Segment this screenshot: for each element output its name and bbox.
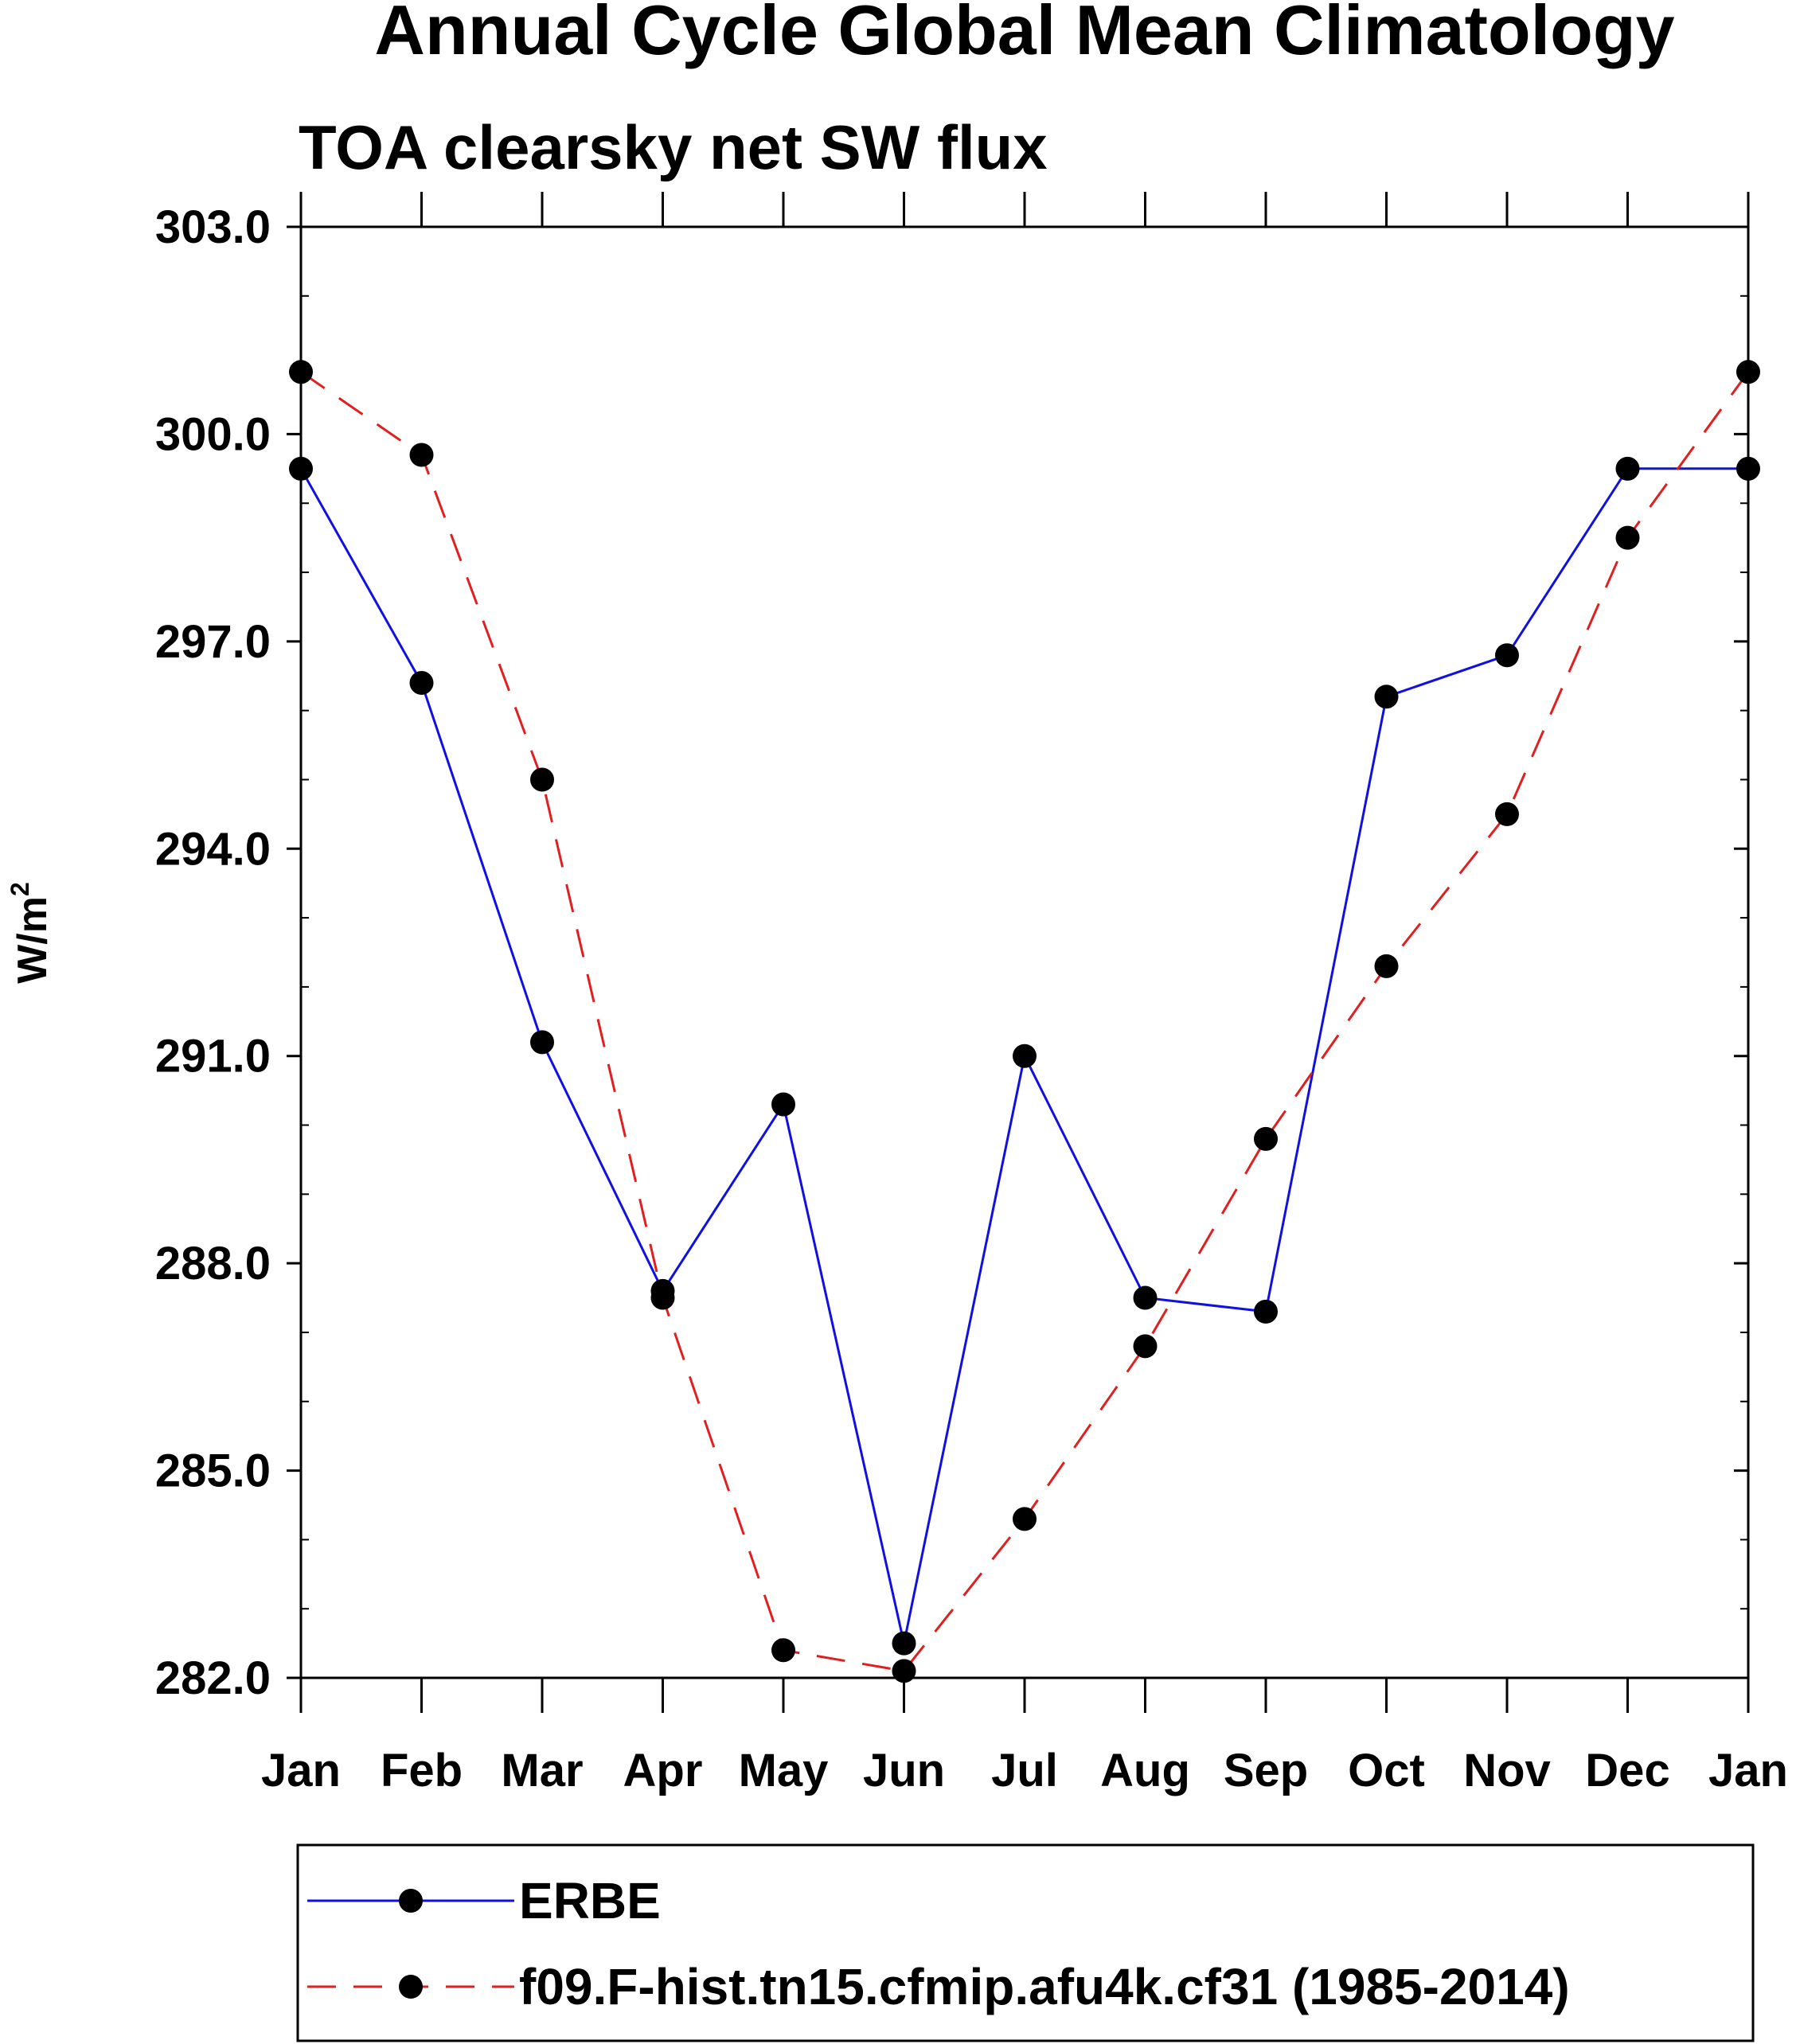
y-tick-label: 288.0 <box>155 1238 271 1289</box>
series-1-point <box>1133 1334 1158 1359</box>
series-0-point <box>289 456 313 481</box>
series-0-point <box>1495 643 1519 668</box>
series-0-point <box>1374 685 1399 709</box>
y-axis-label-superscript: 2 <box>6 882 34 896</box>
series-1-point <box>530 767 554 792</box>
series-0-point <box>1013 1043 1037 1068</box>
y-tick-label: 300.0 <box>155 408 271 460</box>
legend-marker-model <box>399 1975 423 1999</box>
y-tick-label: 291.0 <box>155 1031 271 1082</box>
x-tick-label: Feb <box>381 1745 463 1796</box>
series-1-point <box>1736 360 1760 384</box>
y-axis-label: W/m2 <box>6 882 56 984</box>
svg-text:W/m2: W/m2 <box>6 882 56 984</box>
series-1-point <box>1495 802 1519 826</box>
series-1-point <box>1254 1126 1278 1151</box>
x-tick-label: May <box>739 1745 829 1796</box>
x-tick-label: Apr <box>623 1745 703 1796</box>
y-tick-label: 303.0 <box>155 201 271 253</box>
y-tick-label: 294.0 <box>155 823 271 875</box>
series-0-point <box>771 1092 795 1117</box>
legend: ERBE f09.F-hist.tn15.cfmip.afu4k.cf31 (1… <box>296 1843 1755 2042</box>
series-line-1 <box>300 371 1750 1672</box>
series-0-point <box>1133 1285 1158 1310</box>
chart-title: Annual Cycle Global Mean Climatology <box>374 0 1674 69</box>
series-0-point <box>409 670 434 695</box>
y-tick-label: 297.0 <box>155 616 271 668</box>
series-0-point <box>892 1631 916 1656</box>
x-tick-label: Aug <box>1100 1745 1190 1796</box>
x-tick-label: Jan <box>261 1745 341 1796</box>
legend-label-model: f09.F-hist.tn15.cfmip.afu4k.cf31 (1985-2… <box>519 1958 1570 2015</box>
legend-label-erbe: ERBE <box>519 1872 661 1929</box>
series-1-point <box>1013 1507 1037 1531</box>
y-tick-label: 282.0 <box>155 1652 271 1704</box>
x-tick-label: Nov <box>1463 1745 1551 1796</box>
series-1-point <box>771 1638 795 1663</box>
series-0-point <box>1736 456 1760 481</box>
legend-box <box>296 1843 1755 2042</box>
series-1-point <box>1374 954 1399 978</box>
series-0-point <box>530 1030 554 1055</box>
y-axis-label-text: W/m <box>10 896 56 984</box>
x-tick-label: Jun <box>863 1745 945 1796</box>
x-tick-label: Jan <box>1708 1745 1788 1796</box>
series-0-point <box>1615 456 1640 481</box>
x-tick-label: Sep <box>1224 1745 1308 1796</box>
plot-frame <box>299 225 1750 1679</box>
series-1-point <box>892 1659 916 1683</box>
series-1-point <box>650 1285 675 1310</box>
axes: 282.0 285.0 288.0 291.0 294.0 297.0 300.0 303.0… <box>155 192 1788 1796</box>
x-tick-label: Dec <box>1585 1745 1669 1796</box>
chart-subtitle: TOA clearsky net SW flux <box>299 112 1048 182</box>
y-tick-label: 285.0 <box>155 1445 271 1497</box>
series-1-point <box>289 360 313 384</box>
legend-marker-erbe <box>399 1889 423 1913</box>
x-tick-label: Oct <box>1348 1745 1425 1796</box>
x-tick-label: Mar <box>501 1745 583 1796</box>
series-layer <box>289 360 1760 1683</box>
x-tick-label: Jul <box>991 1745 1058 1796</box>
series-1-point <box>1615 525 1640 550</box>
series-1-point <box>409 443 434 467</box>
series-0-point <box>1254 1299 1278 1324</box>
